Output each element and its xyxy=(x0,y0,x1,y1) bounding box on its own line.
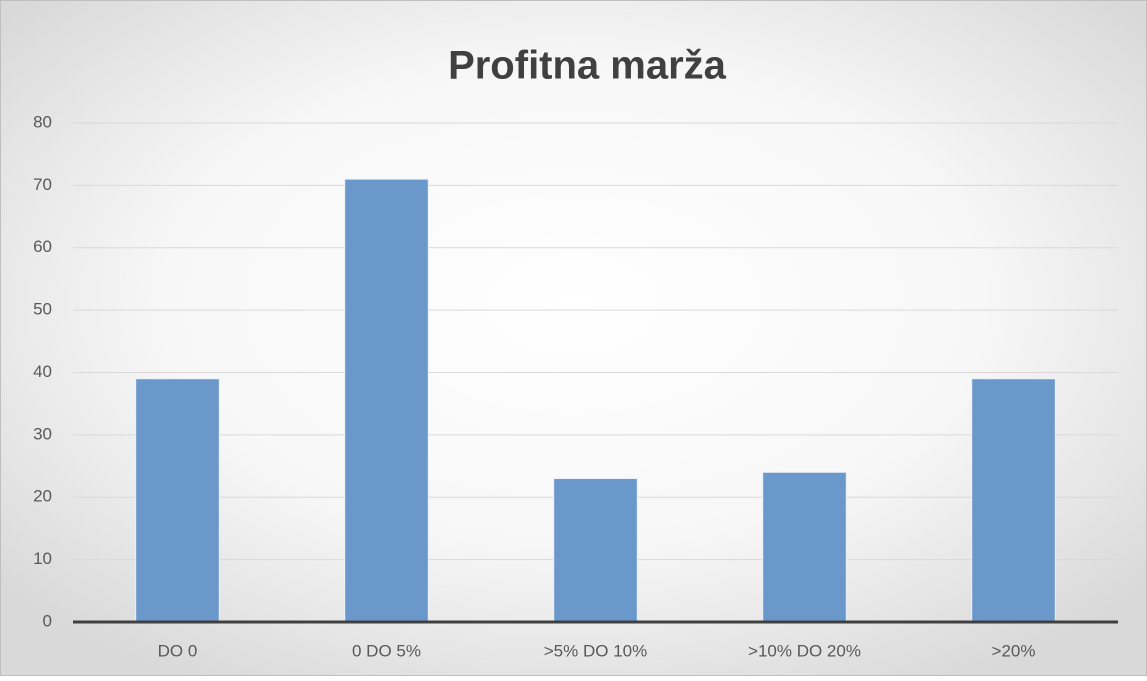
x-tick-label: >20% xyxy=(992,641,1036,660)
bar xyxy=(762,471,847,623)
y-tick-label: 20 xyxy=(33,487,52,506)
bar xyxy=(135,378,220,623)
y-tick-label: 70 xyxy=(33,175,52,194)
y-tick-label: 80 xyxy=(33,112,52,131)
x-tick-label: >5% DO 10% xyxy=(544,641,647,660)
chart-title: Profitna marža xyxy=(448,44,727,88)
bar xyxy=(553,478,638,623)
y-tick-label: 0 xyxy=(43,611,52,630)
y-tick-label: 40 xyxy=(33,362,52,381)
bar xyxy=(344,178,429,623)
bar xyxy=(971,378,1056,623)
x-tick-label: >10% DO 20% xyxy=(748,641,861,660)
y-tick-label: 60 xyxy=(33,237,52,256)
y-tick-label: 50 xyxy=(33,300,52,319)
x-tick-label: DO 0 xyxy=(158,641,198,660)
y-tick-label: 10 xyxy=(33,549,52,568)
x-tick-label: 0 DO 5% xyxy=(352,641,421,660)
y-tick-label: 30 xyxy=(33,424,52,443)
